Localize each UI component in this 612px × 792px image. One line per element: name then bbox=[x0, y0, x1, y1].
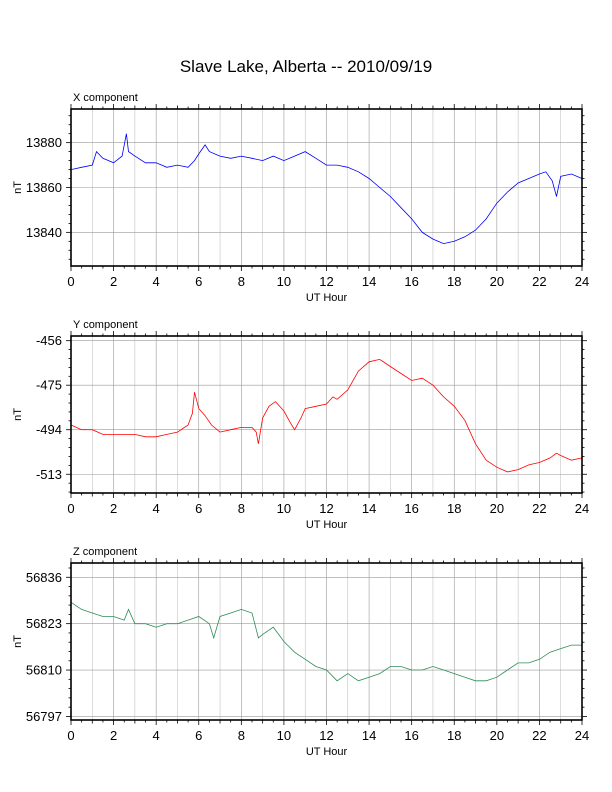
x-tick-label: 2 bbox=[110, 728, 117, 743]
x-tick-label: 0 bbox=[67, 501, 74, 516]
x-tick-label: 16 bbox=[404, 274, 418, 289]
y-tick-label: -494 bbox=[36, 422, 62, 437]
x-tick-label: 22 bbox=[532, 274, 546, 289]
x-tick-label: 22 bbox=[532, 501, 546, 516]
x-tick-label: 16 bbox=[404, 728, 418, 743]
x-tick-label: 6 bbox=[195, 501, 202, 516]
x-tick-label: 6 bbox=[195, 274, 202, 289]
y-tick-label: 13860 bbox=[26, 180, 62, 195]
y-tick-label: -456 bbox=[36, 333, 62, 348]
y-axis-label: nT bbox=[12, 181, 24, 194]
x-tick-label: 4 bbox=[153, 274, 160, 289]
x-tick-label: 16 bbox=[404, 501, 418, 516]
x-tick-label: 4 bbox=[153, 501, 160, 516]
x-tick-label: 0 bbox=[67, 728, 74, 743]
series-line bbox=[70, 133, 583, 245]
x-tick-label: 18 bbox=[447, 501, 461, 516]
x-tick-label: 22 bbox=[532, 728, 546, 743]
series-line bbox=[70, 358, 583, 473]
panel-title: X component bbox=[73, 92, 138, 104]
y-tick-label: 56797 bbox=[26, 709, 62, 724]
x-axis-label: UT Hour bbox=[306, 292, 348, 304]
y-tick-label: -513 bbox=[36, 467, 62, 482]
x-tick-label: 24 bbox=[575, 501, 589, 516]
x-tick-label: 24 bbox=[575, 274, 589, 289]
x-axis-label: UT Hour bbox=[306, 519, 348, 531]
x-tick-label: 4 bbox=[153, 728, 160, 743]
x-tick-label: 20 bbox=[490, 501, 504, 516]
page-title: Slave Lake, Alberta -- 2010/09/19 bbox=[179, 57, 433, 76]
x-tick-label: 8 bbox=[238, 274, 245, 289]
y-tick-label: -475 bbox=[36, 378, 62, 393]
x-tick-label: 20 bbox=[490, 274, 504, 289]
y-axis-label: nT bbox=[12, 635, 24, 648]
panel-title: Z component bbox=[73, 546, 137, 558]
x-tick-label: 12 bbox=[319, 274, 333, 289]
x-tick-label: 24 bbox=[575, 728, 589, 743]
x-tick-label: 10 bbox=[277, 274, 291, 289]
x-tick-label: 18 bbox=[447, 728, 461, 743]
y-tick-label: 13880 bbox=[26, 135, 62, 150]
series-line bbox=[70, 601, 582, 682]
x-tick-label: 12 bbox=[319, 728, 333, 743]
x-tick-label: 12 bbox=[319, 501, 333, 516]
x-tick-label: 2 bbox=[110, 274, 117, 289]
y-axis-label: nT bbox=[12, 408, 24, 421]
x-tick-label: 8 bbox=[238, 728, 245, 743]
x-tick-label: 6 bbox=[195, 728, 202, 743]
x-tick-label: 10 bbox=[277, 728, 291, 743]
x-tick-label: 2 bbox=[110, 501, 117, 516]
x-tick-label: 18 bbox=[447, 274, 461, 289]
y-tick-label: 13840 bbox=[26, 225, 62, 240]
y-tick-label: 56836 bbox=[26, 570, 62, 585]
x-tick-label: 14 bbox=[362, 728, 376, 743]
y-tick-label: 56823 bbox=[26, 616, 62, 631]
x-axis-label: UT Hour bbox=[306, 746, 348, 758]
x-tick-label: 8 bbox=[238, 501, 245, 516]
x-tick-label: 10 bbox=[277, 501, 291, 516]
x-tick-label: 20 bbox=[490, 728, 504, 743]
x-tick-label: 14 bbox=[362, 501, 376, 516]
chart-panel-3: 0 2 4 6 8 10 12 14 16 18 20 22 245679756810568235683… bbox=[12, 546, 589, 758]
y-tick-label: 56810 bbox=[26, 663, 62, 678]
panel-title: Y component bbox=[73, 319, 138, 331]
x-tick-label: 14 bbox=[362, 274, 376, 289]
x-tick-label: 0 bbox=[67, 274, 74, 289]
